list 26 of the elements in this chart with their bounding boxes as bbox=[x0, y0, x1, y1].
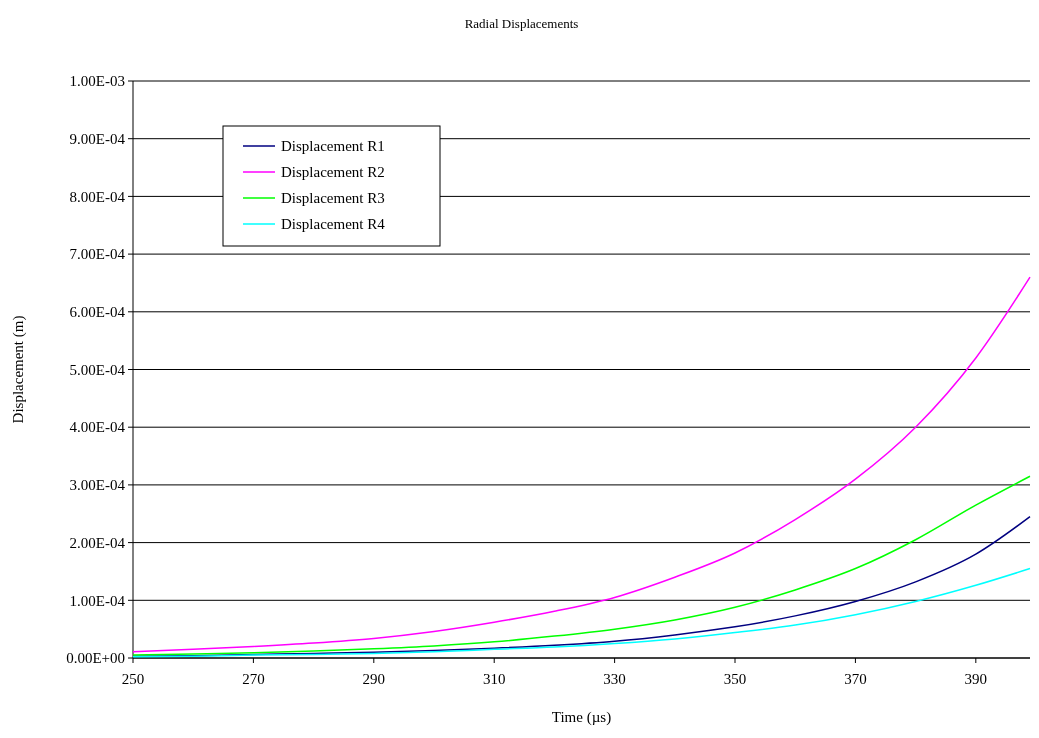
x-tick-label: 250 bbox=[121, 671, 145, 687]
y-tick-label: 2.00E-04 bbox=[69, 534, 126, 551]
y-axis-title: Displacement (m) bbox=[10, 315, 27, 424]
y-tick-label: 0.00E+00 bbox=[66, 650, 125, 667]
x-tick-label: 330 bbox=[603, 671, 626, 687]
legend-label: Displacement R3 bbox=[281, 190, 385, 207]
x-axis-title: Time (µs) bbox=[551, 709, 612, 726]
legend-label: Displacement R1 bbox=[281, 138, 385, 155]
y-tick-label: 5.00E-04 bbox=[69, 361, 126, 378]
x-tick-label: 290 bbox=[362, 671, 386, 687]
legend-label: Displacement R4 bbox=[281, 216, 386, 233]
y-tick-label: 3.00E-04 bbox=[69, 477, 126, 494]
x-tick-label: 370 bbox=[844, 671, 867, 687]
x-tick-label: 390 bbox=[964, 671, 988, 687]
chart-title: Radial Displacements bbox=[464, 16, 579, 31]
y-tick-label: 8.00E-04 bbox=[69, 188, 126, 205]
y-tick-label: 9.00E-04 bbox=[69, 130, 126, 147]
y-tick-label: 1.00E-03 bbox=[69, 73, 125, 90]
y-tick-label: 4.00E-04 bbox=[69, 419, 126, 436]
y-tick-label: 1.00E-04 bbox=[69, 592, 126, 609]
x-tick-label: 310 bbox=[482, 671, 506, 687]
legend-label: Displacement R2 bbox=[281, 164, 385, 181]
y-tick-label: 7.00E-04 bbox=[69, 246, 126, 263]
y-tick-label: 6.00E-04 bbox=[69, 304, 126, 321]
x-tick-label: 270 bbox=[242, 671, 265, 687]
x-tick-label: 350 bbox=[723, 671, 747, 687]
